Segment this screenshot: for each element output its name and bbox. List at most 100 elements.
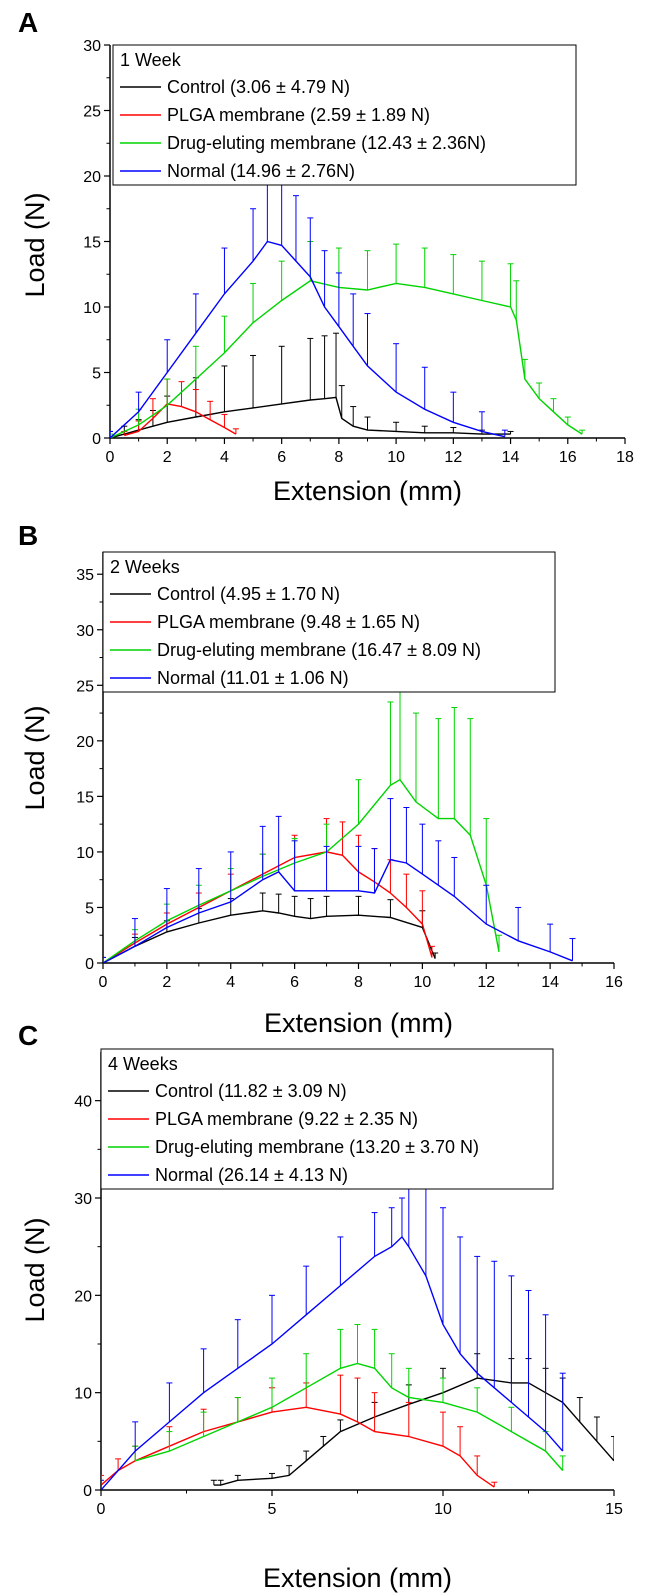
x-tick-label: 14 <box>541 974 559 991</box>
series-1 <box>103 818 435 963</box>
x-tick-label: 6 <box>277 449 286 466</box>
legend-entry: Drug-eluting membrane (16.47 ± 8.09 N) <box>157 640 481 660</box>
x-tick-label: 0 <box>99 974 108 991</box>
chart-panel-c: C 0 5 10 15 0 10 20 30 40 Extension (mm) Load (N) 4 … <box>18 1020 623 1593</box>
y-axis-label: Load (N) <box>20 1217 50 1322</box>
y-tick-label: 5 <box>85 900 94 917</box>
y-tick-label: 35 <box>76 567 94 584</box>
series-line <box>103 910 436 963</box>
legend-entry: PLGA membrane (9.22 ± 2.35 N) <box>155 1109 418 1129</box>
x-axis-label: Extension (mm) <box>263 1563 452 1593</box>
legend: 2 Weeks Control (4.95 ± 1.70 N) PLGA membr… <box>102 551 556 693</box>
series-line <box>103 778 500 963</box>
y-tick-label: 20 <box>76 734 94 751</box>
legend-entry: Drug-eluting membrane (12.43 ± 2.36N) <box>167 133 486 153</box>
legend-entry: Normal (14.96 ± 2.76N) <box>167 161 355 181</box>
legend-entry: Drug-eluting membrane (13.20 ± 3.70 N) <box>155 1137 479 1157</box>
series-2 <box>110 241 586 438</box>
series-line <box>135 1362 564 1471</box>
legend-title: 4 Weeks <box>108 1054 178 1074</box>
legend-title: 2 Weeks <box>110 557 180 577</box>
series-3 <box>110 176 508 438</box>
y-tick-label: 10 <box>74 1386 92 1403</box>
series-line <box>110 396 511 438</box>
y-tick-label: 20 <box>74 1288 92 1305</box>
series-line <box>124 403 237 437</box>
legend-entry: Control (11.82 ± 3.09 N) <box>155 1081 347 1101</box>
legend: 1 Week Control (3.06 ± 4.79 N) PLGA membra… <box>112 44 577 186</box>
legend-entry: Normal (26.14 ± 4.13 N) <box>155 1165 348 1185</box>
y-axis-label: Load (N) <box>20 192 50 297</box>
x-tick-label: 18 <box>616 449 634 466</box>
series-2 <box>103 690 503 963</box>
x-tick-label: 8 <box>354 974 363 991</box>
x-tick-label: 10 <box>434 1501 452 1518</box>
y-axis-label: Load (N) <box>20 705 50 810</box>
y-tick-label: 30 <box>76 623 94 640</box>
y-tick-label: 0 <box>83 1483 92 1500</box>
chart-panel-b: B 0 2 4 6 8 10 12 14 16 0 5 10 15 20 25 30 35 Extension (m… <box>18 520 623 1038</box>
legend-entry: Control (3.06 ± 4.79 N) <box>167 77 350 97</box>
series-line <box>101 1235 564 1490</box>
x-tick-label: 6 <box>290 974 299 991</box>
x-tick-label: 0 <box>97 1501 106 1518</box>
x-tick-label: 4 <box>226 974 235 991</box>
y-tick-label: 0 <box>85 956 94 973</box>
x-tick-label: 4 <box>220 449 229 466</box>
y-tick-label: 40 <box>74 1094 92 1111</box>
series-line <box>110 240 505 438</box>
y-tick-label: 0 <box>92 431 101 448</box>
x-tick-label: 0 <box>106 449 115 466</box>
legend-box <box>100 1048 554 1190</box>
x-tick-label: 2 <box>162 974 171 991</box>
series-line <box>103 858 573 963</box>
series-line <box>110 280 583 438</box>
series-line <box>213 1377 614 1486</box>
x-tick-label: 12 <box>444 449 462 466</box>
series-3 <box>101 1187 566 1490</box>
series-line <box>101 1406 495 1488</box>
x-tick-label: 8 <box>334 449 343 466</box>
series-3 <box>103 798 576 963</box>
panel-label: B <box>18 520 38 551</box>
y-tick-label: 25 <box>76 678 94 695</box>
legend-title: 1 Week <box>120 50 182 70</box>
plot-area <box>110 176 586 438</box>
x-tick-label: 10 <box>387 449 405 466</box>
legend-box <box>112 44 577 186</box>
series-0 <box>210 1353 614 1486</box>
panel-label: A <box>18 7 38 38</box>
legend-entry: PLGA membrane (9.48 ± 1.65 N) <box>157 612 420 632</box>
plot-area <box>101 1187 614 1490</box>
y-tick-label: 25 <box>83 104 101 121</box>
x-tick-label: 15 <box>605 1501 623 1518</box>
x-axis-label: Extension (mm) <box>264 1008 453 1038</box>
legend-entry: Control (4.95 ± 1.70 N) <box>157 584 340 604</box>
panel-label: C <box>18 1020 38 1051</box>
x-tick-label: 16 <box>605 974 623 991</box>
series-2 <box>132 1324 566 1471</box>
series-0 <box>103 892 439 963</box>
y-tick-label: 20 <box>83 169 101 186</box>
plot-area <box>103 690 576 963</box>
legend: 4 Weeks Control (11.82 ± 3.09 N) PLGA memb… <box>100 1048 554 1190</box>
legend-entry: PLGA membrane (2.59 ± 1.89 N) <box>167 105 430 125</box>
x-tick-label: 12 <box>477 974 495 991</box>
y-tick-label: 30 <box>74 1191 92 1208</box>
y-tick-label: 30 <box>83 38 101 55</box>
x-tick-label: 2 <box>163 449 172 466</box>
chart-panel-a: A 0 2 4 6 8 10 12 14 16 18 0 5 10 15 20 25 30 Extension (m… <box>18 7 634 506</box>
x-tick-label: 16 <box>559 449 577 466</box>
x-tick-label: 5 <box>268 1501 277 1518</box>
y-tick-label: 10 <box>76 845 94 862</box>
x-tick-label: 14 <box>502 449 520 466</box>
series-line <box>103 851 433 963</box>
y-tick-label: 15 <box>83 235 101 252</box>
y-tick-label: 5 <box>92 366 101 383</box>
y-tick-label: 10 <box>83 300 101 317</box>
y-tick-label: 15 <box>76 789 94 806</box>
x-tick-label: 10 <box>413 974 431 991</box>
legend-entry: Normal (11.01 ± 1.06 N) <box>157 668 349 688</box>
legend-box <box>102 551 556 693</box>
